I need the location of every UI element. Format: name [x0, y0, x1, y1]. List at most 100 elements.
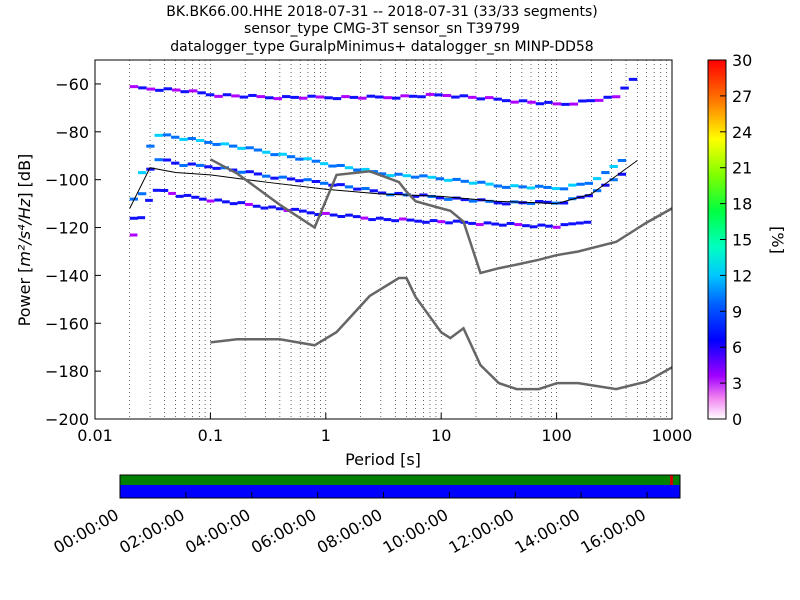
y-tick-label: −160	[45, 314, 89, 333]
colorbar-tick-label: 21	[732, 159, 752, 178]
x-tick-label: 10	[431, 426, 451, 445]
histogram-cell	[253, 172, 263, 176]
histogram-cell	[493, 184, 502, 188]
histogram-cell	[262, 150, 271, 154]
histogram-cell	[483, 221, 492, 225]
histogram-cell	[402, 174, 411, 178]
histogram-cell	[491, 222, 500, 226]
histogram-cell	[256, 95, 266, 99]
y-tick-label: −100	[45, 171, 89, 190]
histogram-cell	[322, 211, 330, 215]
histogram-cell	[594, 98, 604, 102]
histogram-cell	[137, 216, 146, 220]
histogram-cell	[526, 186, 536, 190]
gap-marker	[670, 475, 673, 485]
psd-histogram	[129, 77, 638, 237]
histogram-cell	[168, 191, 176, 195]
histogram-cell	[377, 172, 387, 176]
histogram-cell	[559, 201, 569, 205]
histogram-cell	[584, 194, 593, 198]
histogram-cell	[584, 181, 593, 185]
histogram-cell	[475, 223, 484, 227]
histogram-cell	[383, 96, 392, 100]
histogram-cell	[442, 94, 452, 98]
histogram-cell	[171, 135, 180, 139]
high-noise-model-line	[209, 158, 673, 275]
histogram-cell	[303, 178, 312, 182]
histogram-cell	[291, 207, 299, 211]
histogram-cell	[195, 138, 205, 142]
histogram-cell	[601, 183, 610, 187]
histogram-cell	[237, 201, 246, 205]
histogram-cell	[544, 100, 553, 104]
histogram-cell	[609, 178, 618, 182]
histogram-cell	[268, 205, 276, 209]
chart-title: BK.BK66.00.HHE 2018-07-31 -- 2018-07-31 …	[166, 4, 598, 55]
histogram-cell	[281, 95, 291, 99]
histogram-cell	[270, 176, 279, 180]
histogram-cell	[518, 185, 527, 189]
x-axis-ticks: 0.01 0.1 1 10 100 1000	[77, 413, 692, 445]
y-tick-label: −120	[45, 219, 89, 238]
histogram-cell	[248, 93, 257, 97]
histogram-cell	[476, 97, 486, 101]
histogram-cell	[162, 133, 172, 137]
histogram-cell	[408, 94, 418, 98]
timeline-tick-label: 12:00:00	[446, 505, 518, 557]
histogram-cell	[245, 202, 253, 206]
x-tick-label: 1	[321, 426, 331, 445]
colorbar-tick-label: 27	[732, 87, 752, 106]
histogram-cell	[375, 216, 384, 220]
histogram-cell	[551, 187, 560, 191]
histogram-cell	[260, 206, 269, 210]
colorbar-tick-label: 12	[732, 266, 752, 285]
histogram-cell	[205, 93, 215, 97]
histogram-cell	[270, 153, 279, 157]
y-tick-label: −200	[45, 410, 89, 429]
y-axis-label: Power [m²/s⁴/Hz] [dB]	[15, 154, 34, 327]
histogram-cell	[603, 95, 612, 99]
histogram-cell	[527, 100, 536, 104]
histogram-cell	[552, 225, 561, 229]
histogram-cell	[419, 193, 428, 197]
y-tick-label: −140	[45, 266, 89, 285]
histogram-cell	[543, 200, 552, 204]
colorbar-ticks: 0 3 6 9 12 15 18 21 24 27 30	[720, 51, 752, 429]
y-tick-label: −180	[45, 362, 89, 381]
histogram-cell	[311, 159, 321, 163]
histogram-cell	[345, 213, 353, 217]
histogram-cell	[222, 93, 232, 97]
histogram-cell	[212, 142, 221, 146]
histogram-cell	[239, 95, 249, 99]
histogram-cell	[592, 177, 602, 181]
histogram-cell	[163, 87, 173, 91]
histogram-cell	[518, 99, 528, 103]
histogram-cell	[452, 219, 461, 223]
histogram-cell	[353, 168, 362, 172]
histogram-cell	[369, 189, 378, 193]
histogram-cell	[358, 96, 367, 100]
histogram-cell	[195, 163, 205, 167]
histogram-cell	[452, 177, 461, 181]
timeline-tick-label: 16:00:00	[577, 505, 649, 557]
histogram-cell	[146, 167, 155, 171]
histogram-cell	[180, 90, 189, 94]
histogram-cell	[501, 185, 511, 189]
histogram-cell	[206, 199, 215, 203]
colorbar-tick-label: 18	[732, 195, 752, 214]
histogram-cell	[592, 189, 602, 193]
plot-frame	[94, 59, 673, 420]
histogram-cell	[328, 164, 337, 168]
y-axis-ticks: −60 −80 −100 −120 −140 −160 −180 −200	[45, 75, 101, 429]
histogram-cell	[344, 185, 354, 189]
histogram-cell	[422, 220, 430, 224]
timeline-tick-label: 06:00:00	[248, 505, 320, 557]
histogram-cell	[324, 96, 333, 100]
histogram-cell	[460, 198, 469, 202]
histogram-cell	[560, 223, 569, 227]
histogram-cell	[444, 197, 453, 201]
histogram-cell	[361, 167, 370, 171]
histogram-cell	[535, 200, 544, 204]
histogram-cell	[214, 94, 223, 98]
